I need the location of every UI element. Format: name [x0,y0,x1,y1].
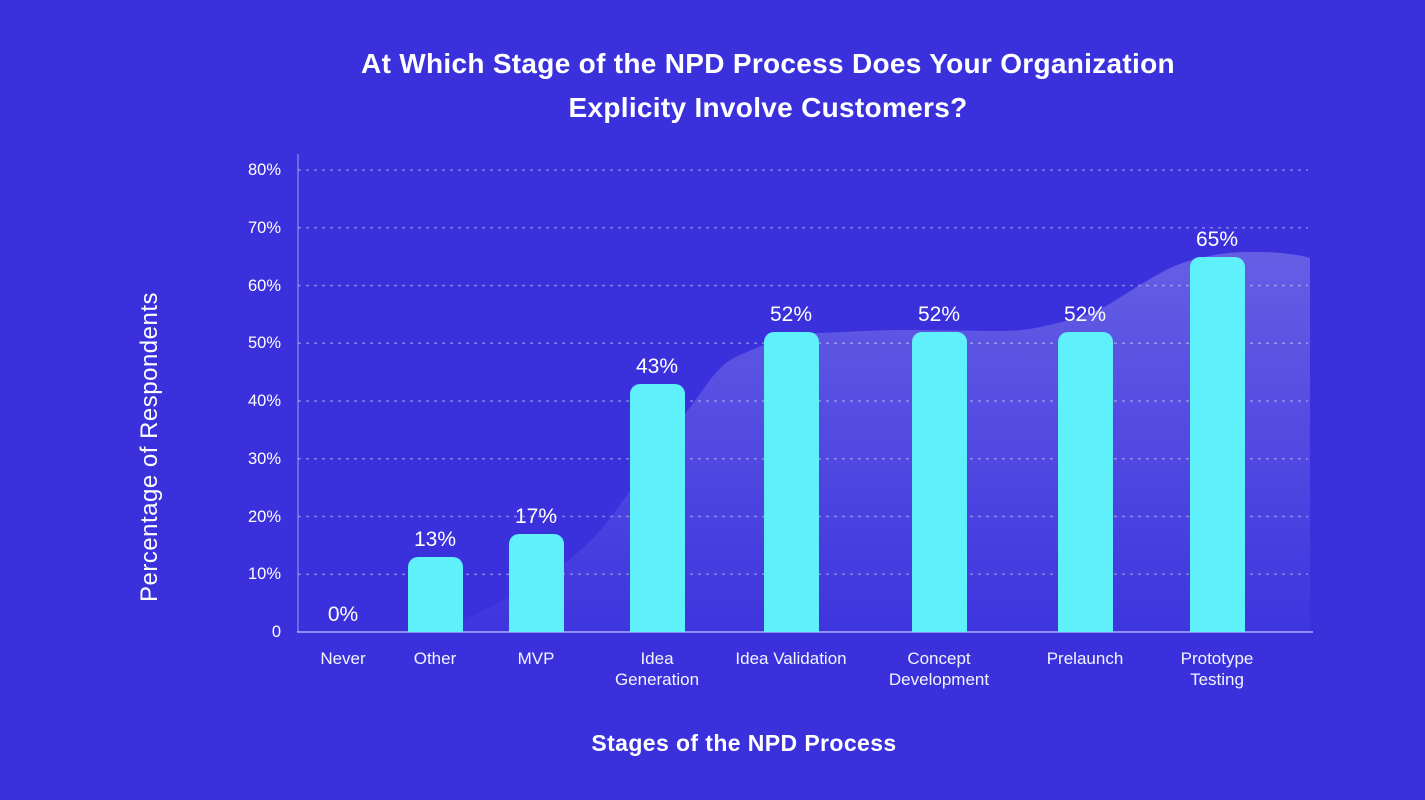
x-category-label: Idea Generation [614,649,700,689]
chart-title-line-2: Explicity Involve Customers? [568,92,968,123]
bar-idea-validation [763,331,819,632]
x-category-label: Idea Validation [735,649,847,668]
bar-value-label: 17% [514,504,558,528]
y-tick-label: 50% [247,334,281,353]
y-tick-label: 40% [247,392,281,410]
x-category-label: Concept Development [888,649,990,689]
bar-value-label: 52% [917,302,961,326]
chart-title-line-1: At Which Stage of the NPD Process Does Y… [361,48,1175,79]
x-category-label: Prelaunch [1046,649,1124,668]
bar-value-label: 0% [327,603,359,626]
x-category-label: Never [320,649,366,668]
bar-other [407,556,463,632]
x-category-label: MVP [517,649,555,668]
y-axis-title: Percentage of Respondents [136,291,163,603]
x-category-label: Other [413,649,457,668]
chart-title: At Which Stage of the NPD Process Does Y… [268,42,1268,130]
plot-area: 80% 70% 60% 50% 40% 30% 20% 10% 0 0% Never 13% Other… [248,150,1313,710]
bar-value-label: 65% [1195,227,1239,251]
y-tick-label: 20% [247,507,281,526]
bar-prelaunch [1057,331,1113,632]
bar-concept-development [911,331,967,632]
y-tick-label: 30% [247,449,281,468]
bar-mvp [508,533,564,632]
y-tick-label: 10% [247,565,281,584]
bar-prototype-testing [1189,256,1245,632]
bar-idea-generation [629,383,685,632]
bar-value-label: 13% [413,527,457,551]
y-tick-label: 80% [247,161,281,179]
y-tick-label: 0 [271,623,281,641]
bar-value-label: 52% [1063,302,1107,326]
x-category-label: Prototype Testing [1180,649,1254,689]
y-tick-label: 70% [247,218,281,237]
bar-value-label: 43% [635,354,679,378]
bar-value-label: 52% [769,302,813,326]
y-tick-label: 60% [247,276,281,295]
x-axis-title: Stages of the NPD Process [591,730,897,756]
